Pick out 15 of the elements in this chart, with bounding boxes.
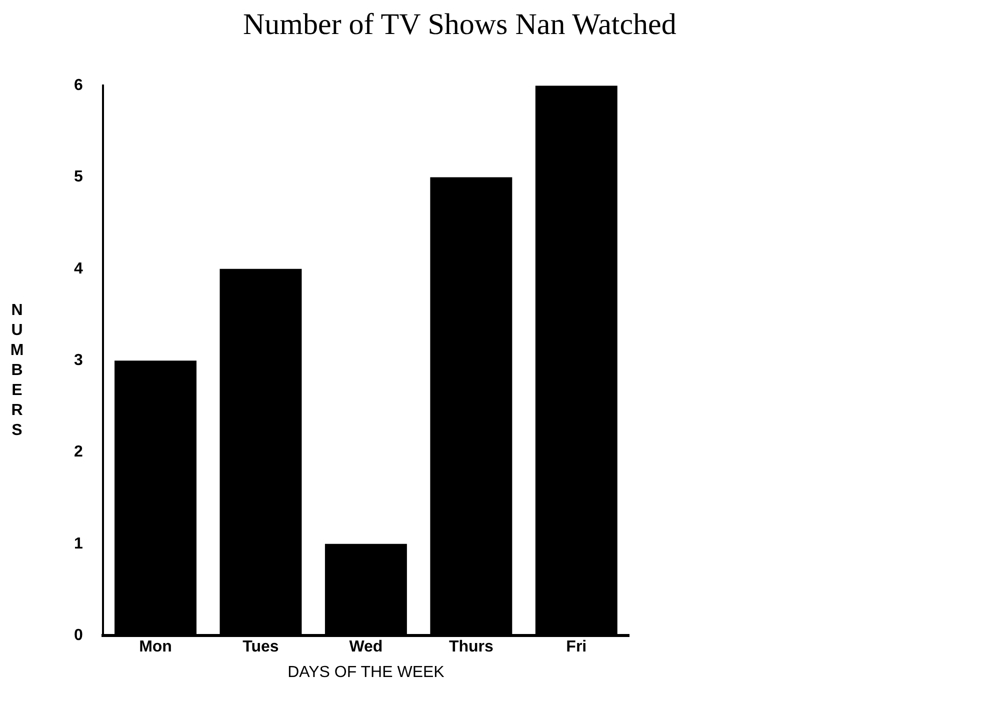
y-tick-label: 1: [74, 535, 83, 552]
x-axis-title: DAYS OF THE WEEK: [288, 664, 445, 681]
x-tick-label: Wed: [349, 638, 383, 656]
y-tick-label: 5: [74, 168, 83, 186]
y-tick-label: 2: [74, 444, 83, 461]
x-tick-label: Fri: [566, 638, 587, 656]
x-tick-label: Thurs: [448, 638, 494, 656]
y-tick-label: 0: [74, 627, 83, 644]
y-tick-label: 3: [74, 352, 83, 370]
chart-title: Number of TV Shows Nan Watched: [242, 8, 678, 43]
x-tick-label: Tues: [242, 638, 279, 656]
y-axis-title: NUMBERS: [10, 301, 24, 441]
x-tick-label: Mon: [139, 638, 172, 656]
y-tick-label: 4: [74, 260, 83, 278]
y-tick-label: 6: [74, 77, 83, 94]
